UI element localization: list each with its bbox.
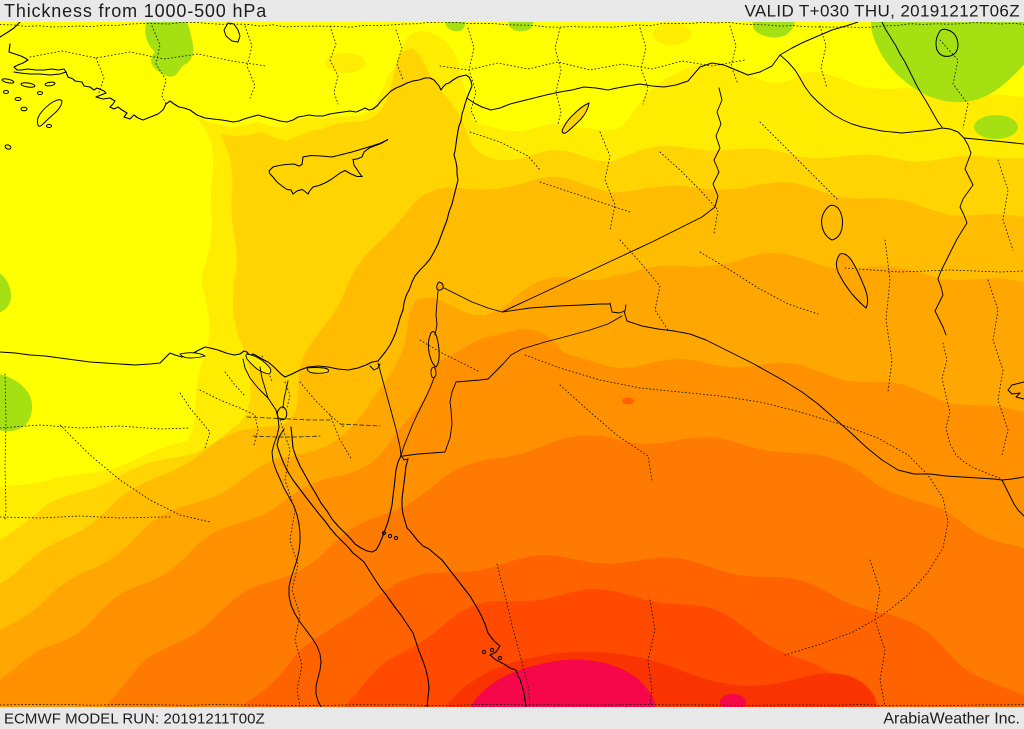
svg-text:Thickness from 1000-500 hPa: Thickness from 1000-500 hPa <box>4 1 267 21</box>
svg-text:ArabiaWeather Inc.: ArabiaWeather Inc. <box>883 711 1020 728</box>
svg-text:VALID T+030 THU, 20191212T06Z: VALID T+030 THU, 20191212T06Z <box>744 2 1020 21</box>
svg-text:ECMWF MODEL RUN: 20191211T00Z: ECMWF MODEL RUN: 20191211T00Z <box>4 711 265 728</box>
